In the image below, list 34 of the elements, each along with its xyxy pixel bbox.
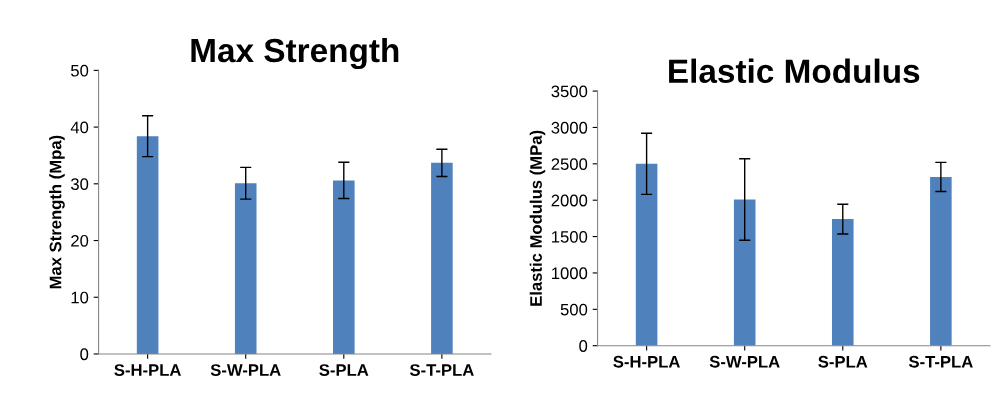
- y-tick-label: 0: [80, 348, 89, 361]
- bar: [234, 183, 257, 354]
- y-tick-label: 50: [71, 64, 89, 77]
- y-tick-label: 3500: [551, 85, 588, 98]
- x-tick-label: S-T-PLA: [908, 355, 973, 368]
- y-tick-label: 30: [70, 178, 89, 191]
- y-tick-label: 0: [579, 340, 588, 352]
- x-tick-label: S-H-PLA: [613, 355, 680, 368]
- x-tick-label: S-PLA: [319, 364, 369, 376]
- y-tick-label: 2000: [551, 194, 588, 207]
- y-tick-label: 10: [71, 291, 89, 304]
- x-tick-label: S-W-PLA: [210, 364, 281, 376]
- y-axis-title: Max Strength (Mpa): [49, 135, 65, 289]
- bar: [635, 163, 658, 346]
- y-tick-label: 40: [70, 121, 89, 134]
- bar: [733, 199, 756, 346]
- y-tick-label: 500: [560, 303, 588, 316]
- x-tick-label: S-PLA: [818, 355, 868, 368]
- bar: [333, 180, 355, 354]
- x-tick-label: S-T-PLA: [409, 364, 474, 376]
- bar: [136, 136, 159, 354]
- y-tick-label: 20: [71, 234, 89, 247]
- chart-title: Elastic Modulus: [669, 58, 920, 84]
- chart-title: Max Strength: [191, 37, 399, 70]
- x-tick-label: S-H-PLA: [114, 364, 181, 376]
- y-axis-title: Elastic Modulus (MPa): [529, 130, 546, 306]
- y-tick-label: 3000: [551, 121, 588, 134]
- bar: [431, 162, 453, 354]
- bar: [831, 219, 854, 346]
- y-tick-label: 1000: [552, 267, 588, 280]
- x-tick-label: S-W-PLA: [709, 355, 780, 368]
- y-tick-label: 2500: [551, 158, 588, 171]
- bar: [930, 176, 952, 346]
- y-tick-label: 1500: [552, 230, 588, 243]
